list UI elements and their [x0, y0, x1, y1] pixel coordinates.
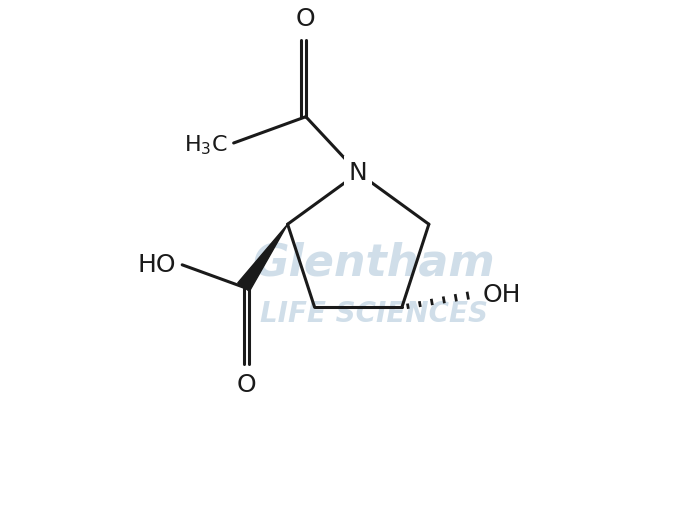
Polygon shape: [237, 224, 287, 291]
Text: LIFE SCIENCES: LIFE SCIENCES: [260, 300, 488, 328]
Text: O: O: [296, 7, 316, 31]
Text: H$_3$C: H$_3$C: [184, 134, 228, 158]
Text: O: O: [237, 373, 256, 397]
Text: N: N: [349, 161, 367, 185]
Text: HO: HO: [138, 253, 176, 277]
Text: Glentham: Glentham: [252, 241, 495, 284]
Text: OH: OH: [483, 282, 521, 307]
